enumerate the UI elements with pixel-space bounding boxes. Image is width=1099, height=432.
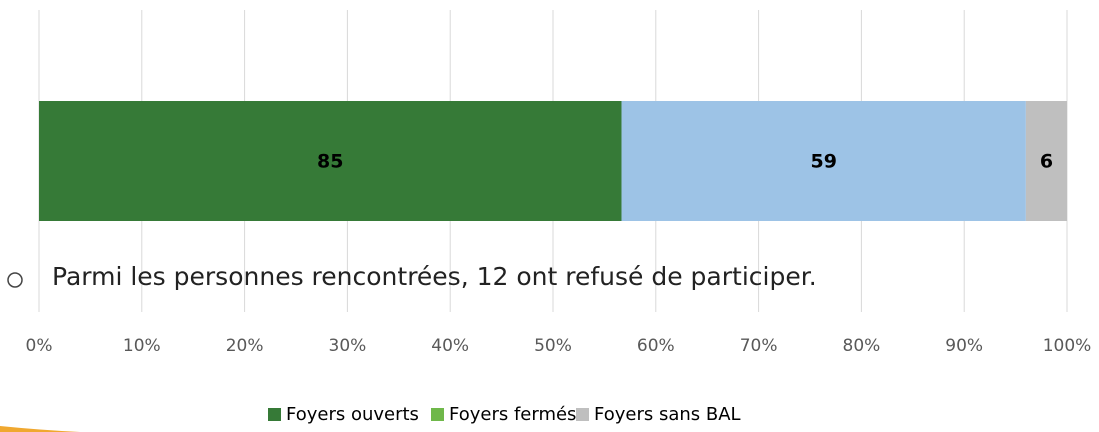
- legend-label: Foyers ouverts: [286, 404, 419, 425]
- bullet: [7, 272, 23, 288]
- legend-swatch: [431, 408, 444, 421]
- legend-swatch: [576, 408, 589, 421]
- bar-segment: [1025, 101, 1067, 221]
- legend-label: Foyers fermés: [449, 404, 576, 425]
- bar-segment: [621, 101, 1026, 221]
- x-tick-label: 50%: [534, 336, 572, 356]
- annotation: Parmi les personnes rencontrées, 12 ont …: [52, 262, 817, 291]
- decoration: [0, 426, 80, 432]
- bar-segment: [39, 101, 622, 221]
- x-tick-label: 20%: [226, 336, 264, 356]
- x-tick-label: 70%: [740, 336, 778, 356]
- data-label: 6: [1040, 151, 1053, 173]
- bars: [39, 101, 1067, 221]
- x-tick-label: 0%: [26, 336, 53, 356]
- x-tick-label: 80%: [843, 336, 881, 356]
- legend-swatch: [268, 408, 281, 421]
- legend-label: Foyers sans BAL: [594, 404, 741, 425]
- x-tick-label: 40%: [431, 336, 469, 356]
- x-tick-label: 100%: [1043, 336, 1092, 356]
- data-label: 59: [810, 151, 836, 173]
- x-tick-label: 60%: [637, 336, 675, 356]
- data-label: 85: [317, 151, 343, 173]
- x-tick-label: 90%: [945, 336, 983, 356]
- x-tick-label: 10%: [123, 336, 161, 356]
- x-tick-label: 30%: [329, 336, 367, 356]
